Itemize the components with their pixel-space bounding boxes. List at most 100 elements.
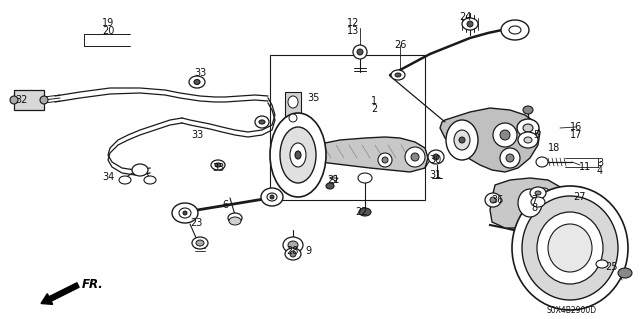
Text: 23: 23 [190,218,202,228]
Ellipse shape [359,208,371,216]
Bar [285,92,301,127]
Ellipse shape [524,137,532,143]
Ellipse shape [530,187,546,199]
Ellipse shape [295,151,301,159]
Ellipse shape [270,113,326,197]
Ellipse shape [548,224,592,272]
Text: 22: 22 [356,207,368,217]
Ellipse shape [326,183,334,189]
Bar [14,90,44,110]
Ellipse shape [357,49,363,55]
Ellipse shape [485,193,501,207]
Ellipse shape [522,196,618,300]
Ellipse shape [267,193,277,201]
Ellipse shape [459,137,465,143]
Ellipse shape [490,197,496,203]
Text: 8: 8 [531,203,537,213]
Ellipse shape [172,203,198,223]
Ellipse shape [433,154,439,160]
Ellipse shape [446,120,478,160]
Ellipse shape [574,187,586,197]
Text: 35: 35 [307,93,319,103]
Ellipse shape [358,173,372,183]
Ellipse shape [391,70,405,80]
Ellipse shape [194,79,200,85]
Ellipse shape [228,213,242,223]
Ellipse shape [119,176,131,184]
Ellipse shape [537,212,603,284]
Ellipse shape [518,189,542,217]
Ellipse shape [192,237,208,249]
Ellipse shape [378,153,392,167]
Ellipse shape [189,76,205,88]
Ellipse shape [428,150,444,164]
Ellipse shape [536,157,548,167]
Ellipse shape [261,188,283,206]
Ellipse shape [462,18,478,30]
Text: 16: 16 [570,122,582,132]
Ellipse shape [353,45,367,59]
Ellipse shape [506,154,514,162]
Ellipse shape [179,208,191,218]
Ellipse shape [517,119,539,137]
Polygon shape [440,108,540,172]
Text: 18: 18 [548,143,560,153]
Ellipse shape [283,237,303,253]
Ellipse shape [288,241,298,249]
Text: 6: 6 [222,200,228,210]
Text: 31: 31 [429,170,441,180]
Text: 34: 34 [102,172,114,182]
Ellipse shape [531,197,545,207]
Ellipse shape [509,26,521,34]
Ellipse shape [229,217,241,225]
Ellipse shape [10,96,18,104]
Text: 24: 24 [459,12,471,22]
Text: 32: 32 [16,95,28,105]
Ellipse shape [618,268,632,278]
Ellipse shape [40,96,48,104]
Polygon shape [295,137,428,172]
FancyArrow shape [41,283,79,304]
Text: 27: 27 [573,192,586,202]
Ellipse shape [270,195,274,199]
Text: 28: 28 [286,246,298,256]
Text: S0X4B2900D: S0X4B2900D [547,306,597,315]
Ellipse shape [280,127,316,183]
Ellipse shape [454,130,470,150]
Text: 12: 12 [347,18,359,28]
Ellipse shape [259,120,265,124]
Ellipse shape [144,176,156,184]
Ellipse shape [535,191,541,195]
Text: 11: 11 [579,162,591,172]
Ellipse shape [539,188,549,196]
Text: 3: 3 [597,158,603,168]
Ellipse shape [523,106,533,114]
Ellipse shape [596,260,608,268]
Text: 25: 25 [605,262,618,272]
Ellipse shape [518,132,538,148]
Text: 4: 4 [597,166,603,176]
Ellipse shape [288,96,298,108]
Ellipse shape [196,240,204,246]
Ellipse shape [382,157,388,163]
Text: 19: 19 [102,18,114,28]
Bar [270,55,425,200]
Text: 33: 33 [191,130,203,140]
Ellipse shape [395,73,401,77]
Text: 21: 21 [327,175,339,185]
Text: 9: 9 [305,246,311,256]
Ellipse shape [500,130,510,140]
Ellipse shape [411,153,419,161]
Text: 7: 7 [531,195,537,205]
Text: 20: 20 [102,26,114,36]
Ellipse shape [405,147,425,167]
Ellipse shape [289,114,297,122]
Text: 2: 2 [371,104,377,114]
Ellipse shape [493,123,517,147]
Text: 33: 33 [212,163,224,173]
Text: 17: 17 [570,130,582,140]
Text: 1: 1 [371,96,377,106]
Ellipse shape [290,143,306,167]
Ellipse shape [290,251,296,257]
Ellipse shape [523,124,533,132]
